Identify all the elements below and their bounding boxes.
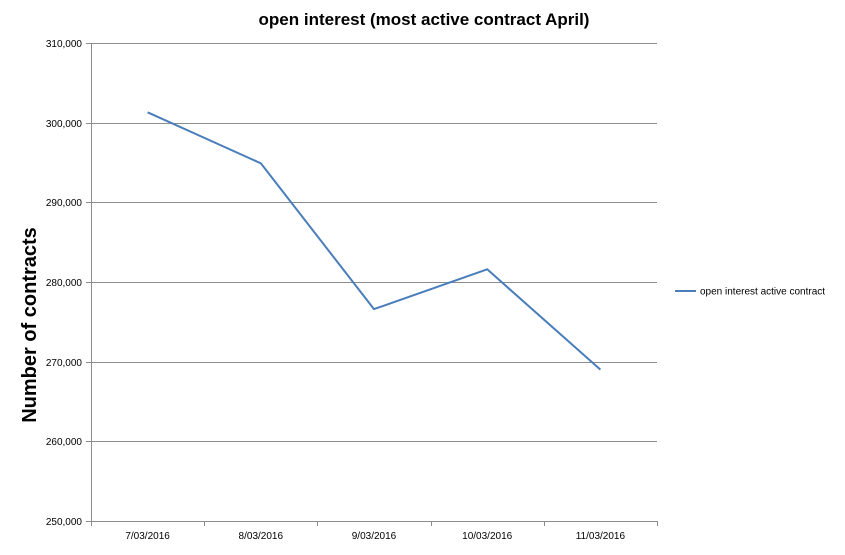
x-tick-labels: 7/03/2016 8/03/2016 9/03/2016 10/03/2016 11/… xyxy=(125,531,625,542)
series-line xyxy=(148,112,601,369)
y-axis-label: Number of contracts xyxy=(19,227,41,423)
x-tick-label: 11/03/2016 xyxy=(576,531,626,542)
chart-title: open interest (most active contract Apri… xyxy=(259,10,590,29)
y-tick-label: 290,000 xyxy=(46,198,83,209)
legend: open interest active contract xyxy=(675,287,825,298)
y-tick-label: 250,000 xyxy=(46,517,83,528)
x-tick-label: 9/03/2016 xyxy=(352,531,397,542)
x-tick-label: 8/03/2016 xyxy=(239,531,284,542)
x-tick-label: 10/03/2016 xyxy=(462,531,512,542)
y-tick-labels: 250,000 260,000 270,000 280,000 290,000 300,0… xyxy=(46,39,83,528)
y-tick-label: 310,000 xyxy=(46,39,83,50)
series-layer xyxy=(148,112,601,369)
y-tick-label: 270,000 xyxy=(46,358,83,369)
x-tick-label: 7/03/2016 xyxy=(125,531,170,542)
y-tick-label: 260,000 xyxy=(46,437,83,448)
axes xyxy=(86,43,658,526)
legend-label: open interest active contract xyxy=(700,287,825,298)
gridlines xyxy=(91,44,657,442)
y-tick-label: 280,000 xyxy=(46,278,83,289)
y-tick-label: 300,000 xyxy=(46,119,83,130)
